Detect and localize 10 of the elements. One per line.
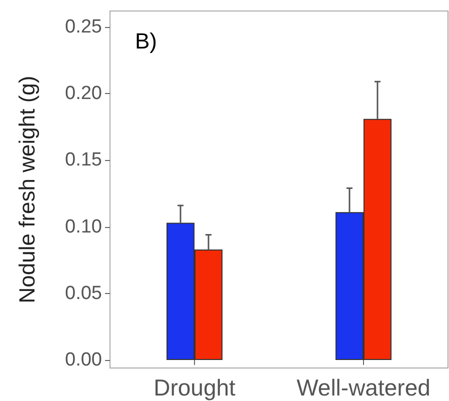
x-tick-label: Well-watered <box>296 374 430 400</box>
annotation: B) <box>135 28 157 54</box>
y-tick-label: 0.05 <box>65 282 102 304</box>
x-tick-label: Drought <box>154 374 236 400</box>
y-tick-label: 0.15 <box>65 150 102 171</box>
y-tick-label: 0.10 <box>65 216 102 238</box>
y-tick-label: 0.20 <box>65 83 102 104</box>
y-axis-title: Nodule fresh weight (g) <box>14 76 40 304</box>
y-tick-label: 0.00 <box>65 350 102 371</box>
y-tick-label: 0.25 <box>65 16 102 38</box>
